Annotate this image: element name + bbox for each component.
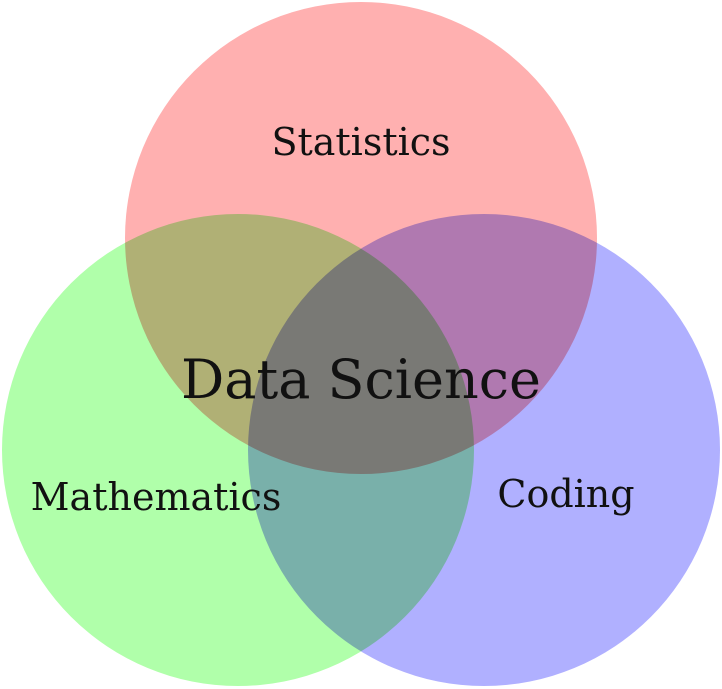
coding-label: Coding: [497, 472, 634, 516]
statistics-label: Statistics: [271, 120, 450, 164]
coding-circle: [248, 214, 720, 686]
center-label: Data Science: [181, 348, 541, 411]
venn-labels: Statistics Mathematics Coding Data Scien…: [31, 120, 635, 519]
mathematics-label: Mathematics: [31, 475, 282, 519]
